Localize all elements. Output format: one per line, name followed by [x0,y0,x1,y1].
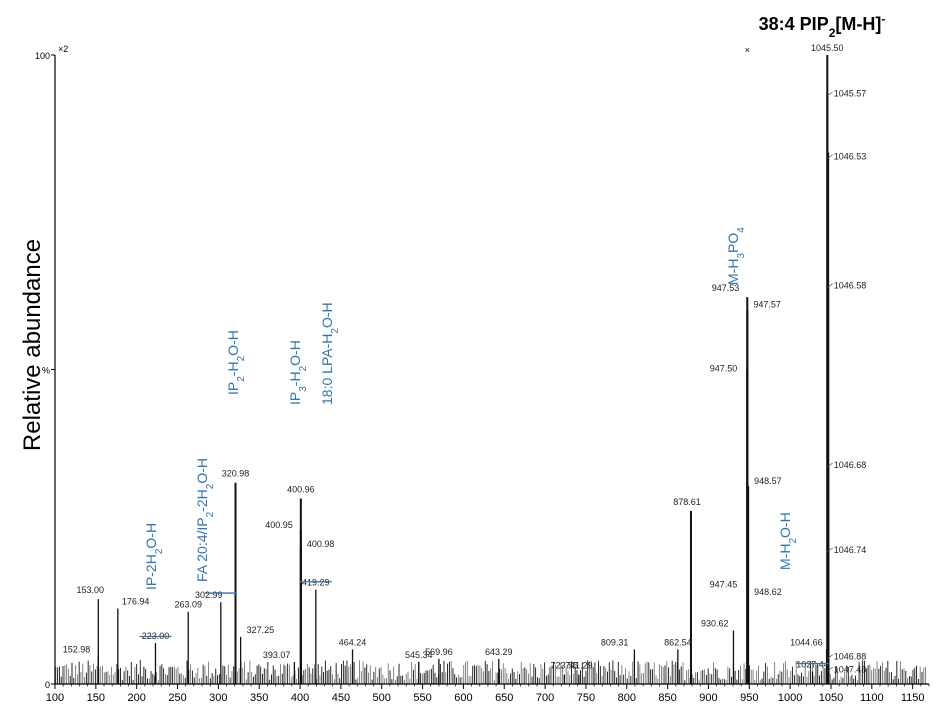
chart-title: 38:4 PIP2[M-H]- [759,12,886,40]
annotation-label: IP-2H2O-H [143,523,165,590]
peak-label: 176.94 [122,597,150,607]
peak-callout [827,283,833,288]
peak-label: 545.34 [405,650,433,660]
peak-label: 302.99 [195,590,223,600]
peak-label: 327.25 [247,625,275,635]
x-tick-label: 350 [250,692,268,704]
peak-label: 723.55 [551,661,579,671]
annotation-label: 18:0 LPA-H2O-H [319,302,341,405]
peak-label: 419.29 [302,578,330,588]
peak-label: 320.98 [222,469,250,479]
peak-callout [827,666,833,672]
x-tick-label: 950 [740,692,758,704]
peak-callout [827,462,833,468]
peak-label: 152.98 [63,645,91,655]
peak-label: 1046.53 [834,152,867,162]
annotation-label: IP2-H2O-H [225,330,247,395]
x-tick-label: 250 [168,692,186,704]
peak-label: 1046.74 [834,545,867,555]
x-tick-label: 1150 [901,692,925,704]
y-tick-label: % [42,366,50,376]
x-tick-label: 1000 [778,692,802,704]
peak-label: 1046.58 [834,281,867,291]
x-tick-label: 550 [413,692,431,704]
zoom-marker: × [745,45,750,55]
peak-label: 1027.44 [796,659,829,669]
peak-label: 947.57 [753,300,781,310]
peak-label: 947.45 [710,580,738,590]
y-tick-label: 100 [35,51,50,61]
x-tick-label: 700 [536,692,554,704]
peak-label: 947.53 [712,283,740,293]
peak-label: 1045.57 [834,89,867,99]
peak-callout [827,91,833,97]
annotation-label: M-H2O-H [777,512,799,570]
annotation-label: M-H3PO4 [725,227,747,285]
x-tick-label: 600 [454,692,472,704]
x-tick-label: 850 [658,692,676,704]
annotation-label: IP3-H2O-H [287,340,309,405]
peak-label: 400.96 [287,484,315,494]
peak-label: 930.62 [701,619,729,629]
peak-label: 878.61 [673,497,701,507]
peak-label: 809.31 [601,637,629,647]
peak-bars [97,55,830,684]
peak-label: 569.96 [425,647,453,657]
peak-label: 1047.48 [834,664,867,674]
x-tick-label: 450 [332,692,350,704]
x-tick-label: 1100 [860,692,884,704]
peak-label: 948.57 [754,476,782,486]
peak-label: 643.29 [485,647,513,657]
peak-label: 1044.66 [790,637,823,647]
x-tick-label: 500 [373,692,391,704]
annotation-label: FA 20:4/IP2-2H2O-H [194,458,216,582]
peak-label: 400.98 [307,539,335,549]
x-tick-label: 800 [618,692,636,704]
x-tick-label: 150 [87,692,105,704]
peak-label: 1045.50 [811,43,844,53]
baseline-noise [55,660,927,684]
peak-callout [827,547,833,553]
peak-label: 400.95 [265,520,293,530]
peak-label: 153.00 [77,585,105,595]
peak-label: 948.62 [754,587,782,597]
y-axis-label: Relative abundance [19,239,46,451]
peak-labels: 152.98153.00176.94223.00263.09302.99320.… [63,43,867,674]
x-tick-label: 650 [495,692,513,704]
peak-label: 1046.88 [834,652,867,662]
x-tick-label: 300 [209,692,227,704]
peak-label: 393.07 [263,650,291,660]
peak-label: 947.50 [710,364,738,374]
zoom-label: ×2 [58,44,68,54]
x-tick-label: 200 [128,692,146,704]
peak-callout [827,654,833,659]
x-tick-label: 100 [46,692,64,704]
peak-callout [827,154,833,159]
x-tick-label: 750 [577,692,595,704]
peak-label: 1046.68 [834,460,867,470]
axes: 100 150 200 250 300 350 400 450 500 550 600 650 700 7… [35,44,930,704]
x-tick-label: 400 [291,692,309,704]
y-tick-label: 0 [45,680,50,690]
peak-label: 464.24 [339,637,367,647]
x-tick-label: 1050 [819,692,843,704]
x-tick-label: 900 [699,692,717,704]
peak-label: 741.29 [565,661,593,671]
peak-label: 862.54 [664,637,692,647]
peak-label: 263.09 [174,600,202,610]
fragment-annotations: IP-2H2O-H FA 20:4/IP2-2H2O-H IP2-H2O-H IP3-… [139,227,829,665]
